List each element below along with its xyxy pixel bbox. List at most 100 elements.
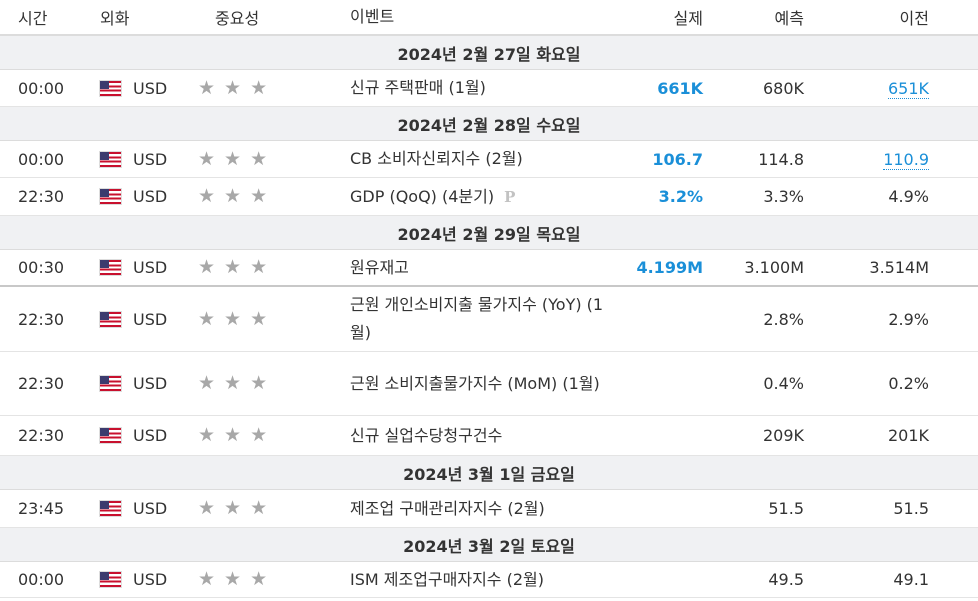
currency-code: USD — [133, 499, 168, 518]
importance-stars: ★ ★ ★ — [198, 426, 333, 445]
previous-value-revised[interactable]: 651K — [887, 78, 929, 99]
importance-stars: ★ ★ ★ — [198, 187, 333, 206]
star-icon: ★ — [224, 307, 242, 330]
currency-cell: USD — [100, 426, 198, 445]
us-flag-icon — [100, 189, 121, 204]
currency-cell: USD — [100, 187, 198, 206]
previous-value-revised[interactable]: 110.9 — [883, 149, 929, 170]
table-row[interactable]: 00:30 USD ★ ★ ★ 원유재고 4.199M 3.100M 3.514M — [0, 250, 978, 287]
importance-stars: ★ ★ ★ — [198, 258, 333, 277]
event-name[interactable]: 신규 실업수당청구건수 — [350, 425, 503, 445]
event-time: 00:00 — [18, 149, 65, 169]
header-time[interactable]: 시간 — [18, 9, 48, 28]
previous-value: 2.9% — [888, 309, 929, 329]
importance-stars: ★ ★ ★ — [198, 374, 333, 393]
table-row[interactable]: 00:00 USD ★ ★ ★ 신규 주택판매 (1월) 661K 680K 651… — [0, 70, 978, 107]
us-flag-icon — [100, 428, 121, 443]
header-importance[interactable]: 중요성 — [215, 9, 260, 28]
preliminary-marker: P — [504, 187, 516, 206]
star-icon: ★ — [198, 76, 216, 99]
event-name[interactable]: 원유재고 — [350, 257, 409, 277]
forecast-value: 209K — [762, 426, 804, 445]
previous-value: 49.1 — [893, 570, 929, 589]
event-cell: GDP (QoQ) (4분기) P — [333, 183, 623, 211]
table-row[interactable]: 22:30 USD ★ ★ ★ 신규 실업수당청구건수 209K 201K — [0, 416, 978, 456]
table-row[interactable]: 23:45 USD ★ ★ ★ 제조업 구매관리자지수 (2월) 51.5 51.5 — [0, 490, 978, 528]
star-icon: ★ — [224, 424, 242, 446]
date-row: 2024년 2월 29일 목요일 — [0, 216, 978, 250]
previous-value: 0.2% — [888, 374, 929, 393]
star-icon: ★ — [250, 372, 268, 394]
currency-cell: USD — [100, 150, 198, 169]
table-row[interactable]: 22:30 USD ★ ★ ★ 근원 개인소비지출 물가지수 (YoY) (1월) … — [0, 287, 978, 352]
star-icon: ★ — [250, 424, 268, 446]
event-name[interactable]: 제조업 구매관리자지수 (2월) — [350, 498, 545, 518]
star-icon: ★ — [198, 147, 216, 170]
header-forecast[interactable]: 예측 — [774, 9, 804, 28]
actual-value: 661K — [657, 78, 703, 98]
forecast-value: 49.5 — [768, 570, 804, 589]
star-icon: ★ — [198, 497, 216, 519]
importance-stars: ★ ★ ★ — [198, 76, 333, 99]
us-flag-icon — [100, 376, 121, 391]
event-name[interactable]: CB 소비자신뢰지수 (2월) — [350, 149, 523, 168]
forecast-value: 114.8 — [758, 149, 804, 169]
event-time: 00:00 — [18, 78, 65, 98]
us-flag-icon — [100, 572, 121, 587]
header-previous[interactable]: 이전 — [899, 9, 929, 28]
star-icon: ★ — [224, 147, 242, 170]
header-currency[interactable]: 외화 — [100, 9, 130, 28]
currency-cell: USD — [100, 499, 198, 518]
currency-code: USD — [133, 309, 168, 329]
currency-cell: USD — [100, 570, 198, 589]
event-time: 22:30 — [18, 374, 65, 393]
actual-value: 4.199M — [636, 258, 703, 277]
star-icon: ★ — [198, 256, 216, 278]
star-icon: ★ — [250, 568, 268, 590]
currency-cell: USD — [100, 310, 198, 329]
table-header: 시간 외화 중요성 이벤트 실제 예측 이전 — [0, 0, 978, 36]
us-flag-icon — [100, 501, 121, 516]
event-name[interactable]: 근원 개인소비지출 물가지수 (YoY) (1월) — [350, 295, 604, 342]
currency-code: USD — [133, 187, 168, 206]
star-icon: ★ — [224, 568, 242, 590]
previous-value: 3.514M — [869, 258, 929, 277]
header-actual[interactable]: 실제 — [673, 9, 703, 28]
star-icon: ★ — [224, 372, 242, 394]
forecast-value: 3.3% — [763, 187, 804, 206]
importance-stars: ★ ★ ★ — [198, 307, 333, 330]
table-row[interactable]: 22:30 USD ★ ★ ★ GDP (QoQ) (4분기) P 3.2% 3.3%… — [0, 178, 978, 216]
currency-code: USD — [133, 78, 168, 98]
date-row: 2024년 3월 1일 금요일 — [0, 456, 978, 490]
event-name[interactable]: ISM 제조업구매자지수 (2월) — [350, 569, 544, 589]
currency-cell: USD — [100, 79, 198, 98]
table-row[interactable]: 00:00 USD ★ ★ ★ CB 소비자신뢰지수 (2월) 106.7 114.… — [0, 141, 978, 178]
date-row: 2024년 2월 27일 화요일 — [0, 36, 978, 70]
forecast-value: 0.4% — [763, 374, 804, 393]
actual-value: 3.2% — [658, 187, 703, 206]
star-icon: ★ — [250, 256, 268, 278]
star-icon: ★ — [250, 185, 268, 207]
table-row[interactable]: 00:00 USD ★ ★ ★ ISM 제조업구매자지수 (2월) 49.5 49.… — [0, 562, 978, 598]
us-flag-icon — [100, 151, 121, 167]
event-time: 00:00 — [18, 570, 65, 589]
event-name[interactable]: GDP (QoQ) (4분기) — [350, 186, 495, 206]
date-row: 2024년 2월 28일 수요일 — [0, 107, 978, 141]
currency-code: USD — [133, 570, 168, 589]
event-name[interactable]: 신규 주택판매 (1월) — [350, 78, 486, 97]
event-time: 22:30 — [18, 187, 65, 206]
currency-code: USD — [133, 374, 168, 393]
event-name[interactable]: 근원 소비지출물가지수 (MoM) (1월) — [350, 373, 600, 393]
event-time: 22:30 — [18, 309, 65, 329]
star-icon: ★ — [224, 76, 242, 99]
forecast-value: 2.8% — [763, 309, 804, 329]
header-event[interactable]: 이벤트 — [350, 7, 395, 26]
previous-value: 201K — [887, 426, 929, 445]
table-row[interactable]: 22:30 USD ★ ★ ★ 근원 소비지출물가지수 (MoM) (1월) 0.4… — [0, 352, 978, 416]
previous-value: 4.9% — [888, 187, 929, 206]
star-icon: ★ — [198, 568, 216, 590]
us-flag-icon — [100, 311, 121, 327]
star-icon: ★ — [198, 424, 216, 446]
star-icon: ★ — [224, 256, 242, 278]
event-time: 00:30 — [18, 258, 65, 277]
